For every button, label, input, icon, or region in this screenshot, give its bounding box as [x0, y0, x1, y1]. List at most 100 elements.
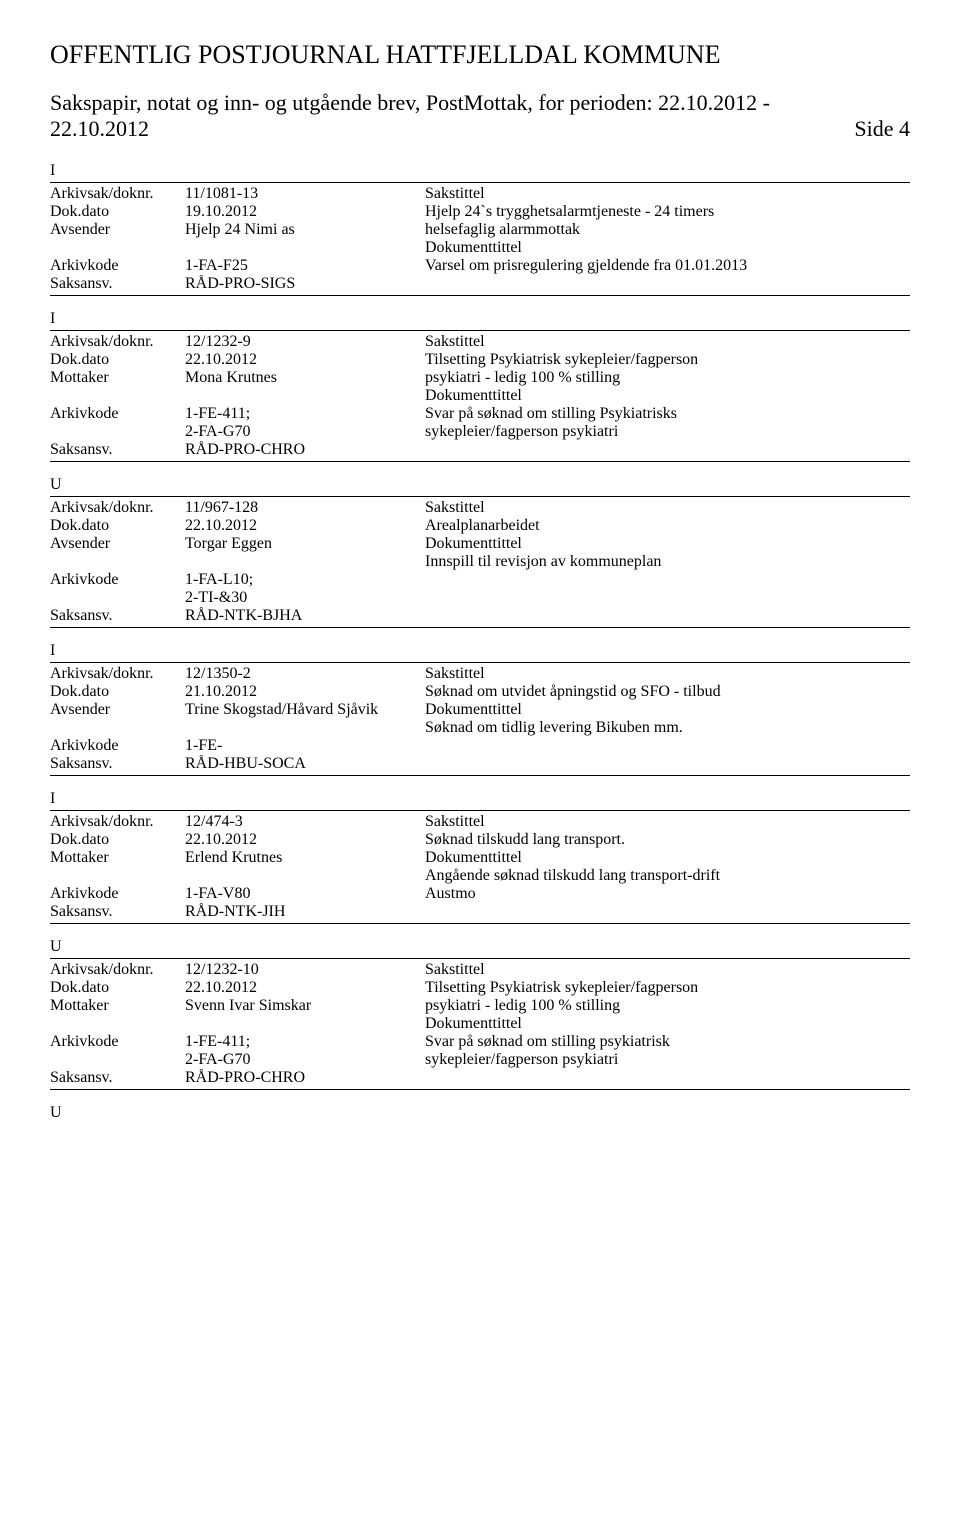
- right-cell: Søknad om tidlig levering Bikuben mm.: [425, 719, 910, 737]
- entry-type: U: [50, 938, 910, 956]
- label-cell: Arkivsak/doknr.: [50, 499, 185, 517]
- value-cell: 11/1081-13: [185, 185, 425, 203]
- value-cell: 1-FA-V80: [185, 885, 425, 903]
- value-cell: 2-FA-G70: [185, 423, 425, 441]
- label-cell: Mottaker: [50, 997, 185, 1015]
- label-cell: Dok.dato: [50, 351, 185, 369]
- entry-body: Arkivsak/doknr.Dok.datoMottaker Arkivkod…: [50, 810, 910, 924]
- label-cell: Arkivkode: [50, 1033, 185, 1051]
- right-cell: Sakstittel: [425, 185, 910, 203]
- value-cell: [185, 553, 425, 571]
- value-cell: 1-FE-411;: [185, 1033, 425, 1051]
- right-cell: psykiatri - ledig 100 % stilling: [425, 997, 910, 1015]
- col-left: 12/1350-221.10.2012Trine Skogstad/Håvard…: [185, 665, 425, 773]
- right-cell: [425, 571, 910, 589]
- value-cell: RÅD-PRO-CHRO: [185, 441, 425, 459]
- value-cell: 1-FE-: [185, 737, 425, 755]
- label-cell: Dok.dato: [50, 979, 185, 997]
- value-cell: 22.10.2012: [185, 351, 425, 369]
- entry-type: U: [50, 476, 910, 494]
- col-label: Arkivsak/doknr.Dok.datoAvsender Arkivkod…: [50, 185, 185, 293]
- right-cell: Tilsetting Psykiatrisk sykepleier/fagper…: [425, 979, 910, 997]
- label-cell: Arkivsak/doknr.: [50, 665, 185, 683]
- right-cell: Sakstittel: [425, 961, 910, 979]
- journal-entry: U Arkivsak/doknr.Dok.datoAvsender Arkivko…: [50, 476, 910, 628]
- label-cell: Arkivkode: [50, 405, 185, 423]
- value-cell: 22.10.2012: [185, 517, 425, 535]
- label-cell: Arkivsak/doknr.: [50, 813, 185, 831]
- entry-body: Arkivsak/doknr.Dok.datoMottaker Arkivkod…: [50, 330, 910, 462]
- label-cell: [50, 589, 185, 607]
- right-cell: [425, 903, 910, 921]
- entry-type: I: [50, 642, 910, 660]
- right-cell: Innspill til revisjon av kommuneplan: [425, 553, 910, 571]
- col-right: SakstittelSøknad om utvidet åpningstid o…: [425, 665, 910, 773]
- right-cell: Søknad tilskudd lang transport.: [425, 831, 910, 849]
- right-cell: Svar på søknad om stilling Psykiatrisks: [425, 405, 910, 423]
- right-cell: sykepleier/fagperson psykiatri: [425, 423, 910, 441]
- label-cell: Arkivkode: [50, 571, 185, 589]
- value-cell: [185, 239, 425, 257]
- value-cell: RÅD-NTK-BJHA: [185, 607, 425, 625]
- entry-type: I: [50, 310, 910, 328]
- right-cell: Svar på søknad om stilling psykiatrisk: [425, 1033, 910, 1051]
- journal-entry: I Arkivsak/doknr.Dok.datoMottaker Arkivko…: [50, 790, 910, 924]
- right-cell: Varsel om prisregulering gjeldende fra 0…: [425, 257, 910, 275]
- right-cell: Sakstittel: [425, 499, 910, 517]
- value-cell: Hjelp 24 Nimi as: [185, 221, 425, 239]
- label-cell: [50, 239, 185, 257]
- value-cell: RÅD-PRO-SIGS: [185, 275, 425, 293]
- value-cell: Mona Krutnes: [185, 369, 425, 387]
- right-cell: Angående søknad tilskudd lang transport-…: [425, 867, 910, 885]
- col-right: SakstittelHjelp 24`s trygghetsalarmtjene…: [425, 185, 910, 293]
- label-cell: Arkivkode: [50, 885, 185, 903]
- label-cell: Avsender: [50, 535, 185, 553]
- right-cell: [425, 755, 910, 773]
- label-cell: [50, 553, 185, 571]
- col-right: SakstittelTilsetting Psykiatrisk sykeple…: [425, 333, 910, 459]
- label-cell: [50, 387, 185, 405]
- value-cell: RÅD-NTK-JIH: [185, 903, 425, 921]
- entry-body: Arkivsak/doknr.Dok.datoAvsender Arkivkod…: [50, 182, 910, 296]
- right-cell: [425, 589, 910, 607]
- col-label: Arkivsak/doknr.Dok.datoMottaker Arkivkod…: [50, 813, 185, 921]
- value-cell: 2-TI-&30: [185, 589, 425, 607]
- col-right: SakstittelArealplanarbeidetDokumenttitte…: [425, 499, 910, 625]
- value-cell: [185, 1015, 425, 1033]
- label-cell: [50, 719, 185, 737]
- label-cell: Saksansv.: [50, 441, 185, 459]
- label-cell: Arkivsak/doknr.: [50, 185, 185, 203]
- value-cell: 2-FA-G70: [185, 1051, 425, 1069]
- right-cell: Hjelp 24`s trygghetsalarmtjeneste - 24 t…: [425, 203, 910, 221]
- right-cell: [425, 275, 910, 293]
- value-cell: 1-FA-L10;: [185, 571, 425, 589]
- right-cell: psykiatri - ledig 100 % stilling: [425, 369, 910, 387]
- right-cell: Søknad om utvidet åpningstid og SFO - ti…: [425, 683, 910, 701]
- value-cell: 22.10.2012: [185, 979, 425, 997]
- page-label: Side 4: [854, 116, 910, 142]
- right-cell: Arealplanarbeidet: [425, 517, 910, 535]
- label-cell: Arkivsak/doknr.: [50, 961, 185, 979]
- right-cell: [425, 737, 910, 755]
- label-cell: Dok.dato: [50, 683, 185, 701]
- col-left: 11/967-12822.10.2012Torgar Eggen 1-FA-L1…: [185, 499, 425, 625]
- value-cell: 12/1232-10: [185, 961, 425, 979]
- right-cell: Dokumenttittel: [425, 1015, 910, 1033]
- value-cell: Trine Skogstad/Håvard Sjåvik: [185, 701, 425, 719]
- label-cell: Dok.dato: [50, 203, 185, 221]
- value-cell: Torgar Eggen: [185, 535, 425, 553]
- col-label: Arkivsak/doknr.Dok.datoMottaker Arkivkod…: [50, 333, 185, 459]
- value-cell: RÅD-HBU-SOCA: [185, 755, 425, 773]
- value-cell: [185, 867, 425, 885]
- col-left: 12/1232-922.10.2012Mona Krutnes 1-FE-411…: [185, 333, 425, 459]
- col-left: 11/1081-1319.10.2012Hjelp 24 Nimi as 1-F…: [185, 185, 425, 293]
- right-cell: Dokumenttittel: [425, 387, 910, 405]
- col-label: Arkivsak/doknr.Dok.datoAvsender Arkivkod…: [50, 499, 185, 625]
- entry-type: I: [50, 790, 910, 808]
- subtitle-row: Sakspapir, notat og inn- og utgående bre…: [50, 90, 910, 142]
- label-cell: Dok.dato: [50, 831, 185, 849]
- value-cell: Erlend Krutnes: [185, 849, 425, 867]
- value-cell: 22.10.2012: [185, 831, 425, 849]
- col-left: 12/1232-1022.10.2012Svenn Ivar Simskar 1…: [185, 961, 425, 1087]
- label-cell: Saksansv.: [50, 275, 185, 293]
